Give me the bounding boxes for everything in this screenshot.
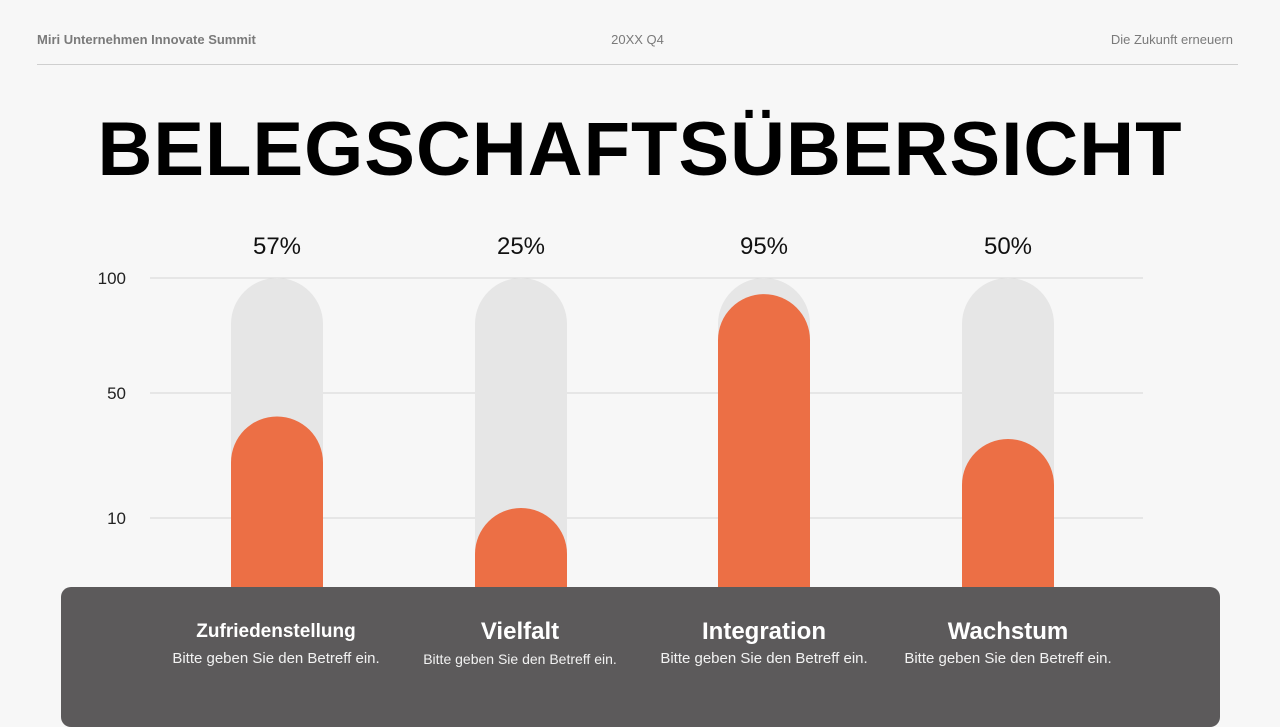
y-tick-label-10: 10 [107, 509, 126, 528]
value-label-zufriedenstellung: 57% [253, 233, 301, 260]
value-label-vielfalt: 25% [497, 233, 545, 260]
category-title: Vielfalt [480, 618, 560, 645]
value-label-integration: 95% [740, 233, 788, 260]
bar-vielfalt [475, 508, 567, 600]
category-subtitle: Bitte geben Sie den Betreff ein. [660, 650, 868, 667]
page-title: BELEGSCHAFTSÜBERSICHT [97, 107, 1183, 192]
category-title: Zufriedenstellung [196, 621, 356, 642]
bar-integration [718, 294, 810, 600]
category-subtitle: Bitte geben Sie den Betreff ein. [423, 651, 617, 667]
top-bar: Miri Unternehmen Innovate Summit 20XX Q4… [37, 28, 1238, 65]
category-subtitle: Bitte geben Sie den Betreff ein. [172, 650, 380, 667]
category-block-wachstum: Wachstum Bitte geben Sie den Betreff ein… [883, 617, 1133, 671]
event-name: Miri Unternehmen Innovate Summit [37, 32, 256, 47]
category-block-zufriedenstellung: Zufriedenstellung Bitte geben Sie den Be… [151, 617, 401, 671]
period-label: 20XX Q4 [611, 32, 664, 47]
category-subtitle: Bitte geben Sie den Betreff ein. [904, 650, 1112, 667]
y-tick-label-50: 50 [107, 384, 126, 403]
category-block-integration: Integration Bitte geben Sie den Betreff … [639, 617, 889, 671]
value-label-wachstum: 50% [984, 233, 1032, 260]
tagline: Die Zukunft erneuern [1110, 32, 1233, 47]
bar-wachstum [962, 439, 1054, 600]
bar-zufriedenstellung [231, 416, 323, 600]
category-title: Wachstum [947, 618, 1069, 645]
category-block-vielfalt: Vielfalt Bitte geben Sie den Betreff ein… [395, 617, 645, 671]
category-panel [61, 587, 1220, 727]
category-title: Integration [702, 618, 826, 645]
y-tick-label-100: 100 [98, 269, 126, 288]
